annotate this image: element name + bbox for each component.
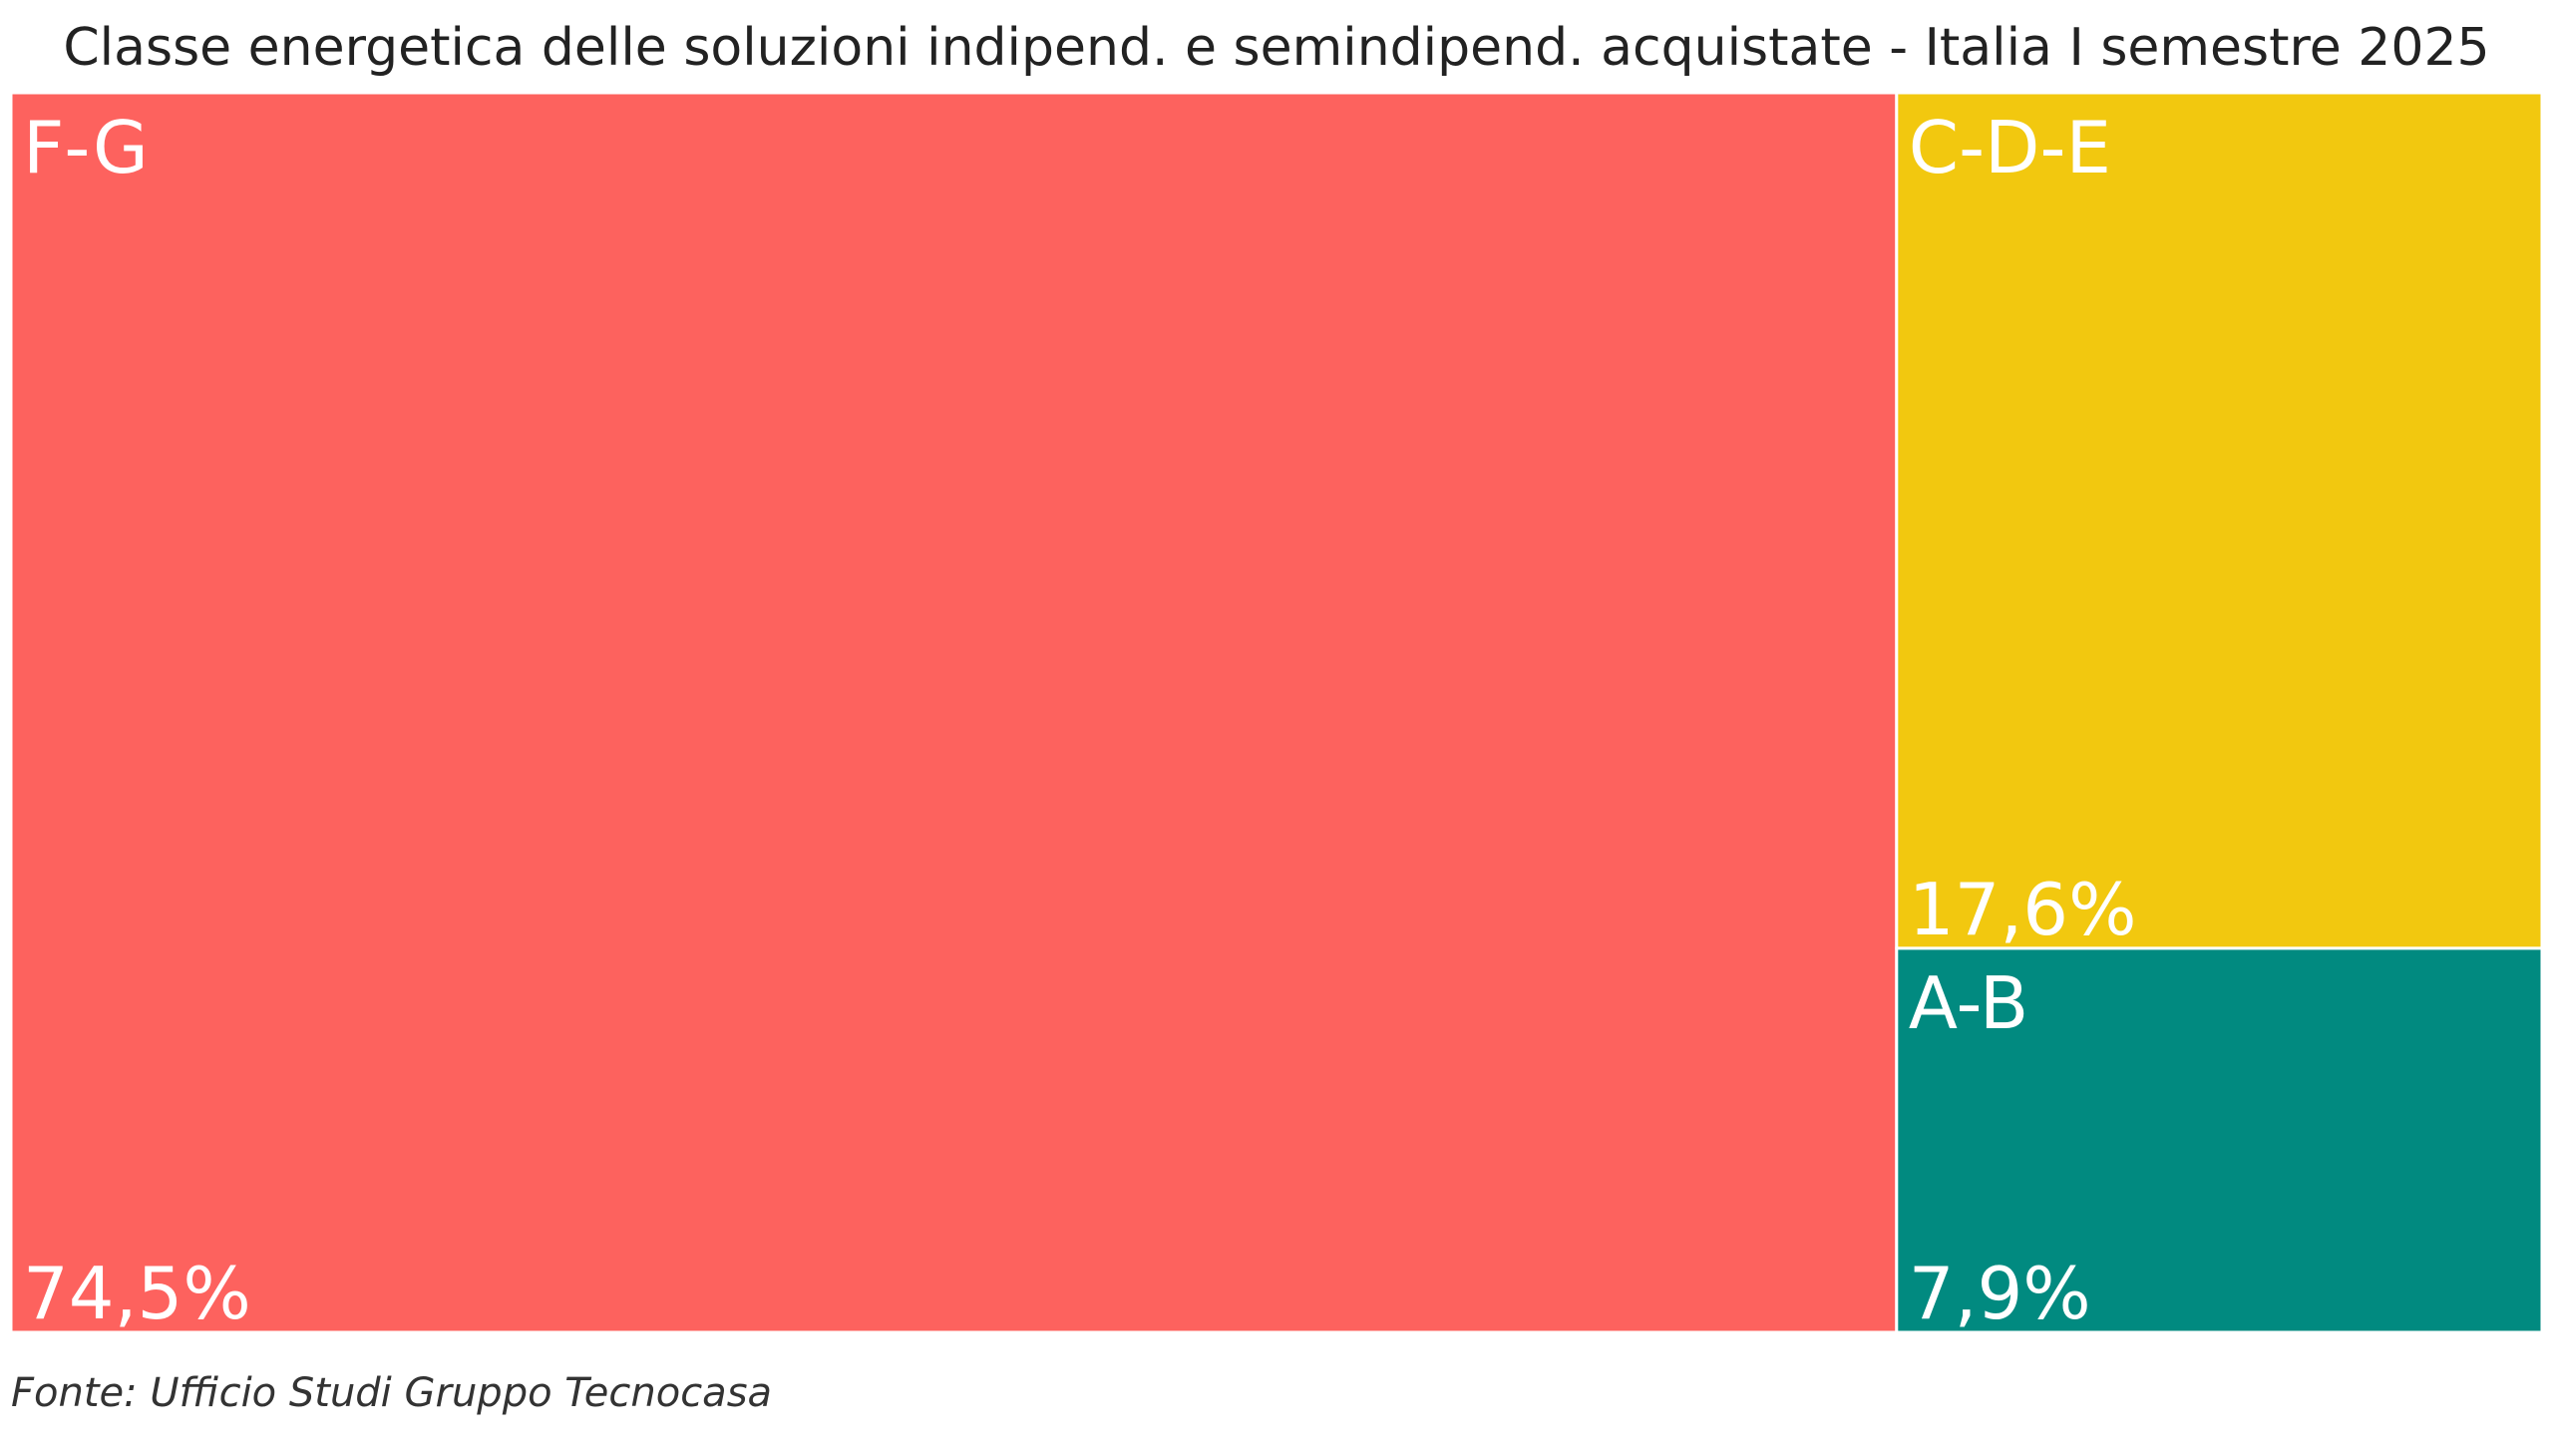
tile-label: F-G — [23, 106, 149, 189]
value-label: 74,5% — [23, 1252, 251, 1335]
tile — [9, 91, 1899, 1334]
chart-title: Classe energetica delle soluzioni indipe… — [63, 18, 2489, 78]
value-label: 7,9% — [1909, 1252, 2091, 1335]
tile-label: C-D-E — [1909, 106, 2111, 189]
value-label: 17,6% — [1909, 868, 2137, 951]
source-note: Fonte: Ufficio Studi Gruppo Tecnocasa — [11, 1370, 772, 1416]
tile-label: A-B — [1909, 961, 2028, 1045]
tile — [1895, 946, 2544, 1334]
tile — [1895, 91, 2544, 950]
